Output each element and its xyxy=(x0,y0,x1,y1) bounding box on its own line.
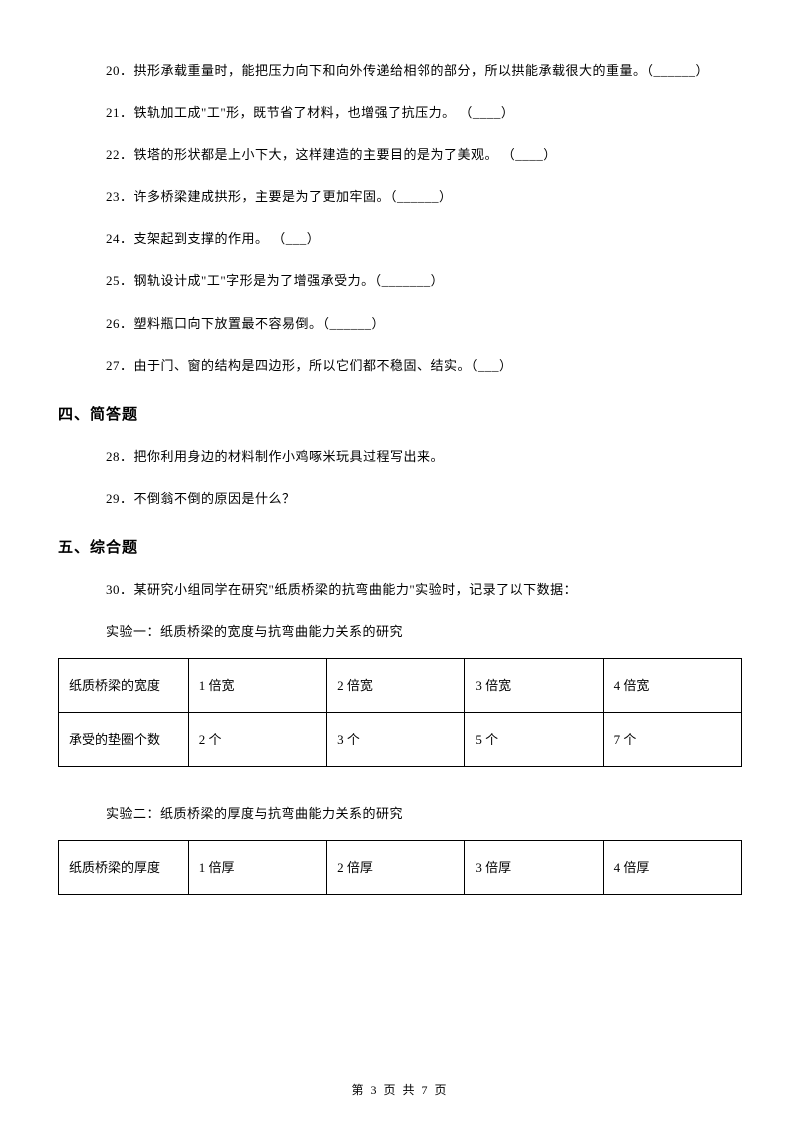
table-cell: 4 倍宽 xyxy=(603,659,741,713)
q-num: 29 xyxy=(106,491,120,506)
question-22: 22．铁塔的形状都是上小下大，这样建造的主要目的是为了美观。 （____） xyxy=(58,144,742,166)
q-num: 20 xyxy=(106,63,120,78)
table-row: 承受的垫圈个数 2 个 3 个 5 个 7 个 xyxy=(59,713,742,767)
table-cell: 3 倍厚 xyxy=(465,841,603,895)
q-text: 铁轨加工成"工"形，既节省了材料，也增强了抗压力。 （____） xyxy=(134,105,515,120)
table-row: 纸质桥梁的宽度 1 倍宽 2 倍宽 3 倍宽 4 倍宽 xyxy=(59,659,742,713)
q-num: 27 xyxy=(106,358,120,373)
question-24: 24．支架起到支撑的作用。 （___） xyxy=(58,228,742,250)
table-cell: 5 个 xyxy=(465,713,603,767)
q-num: 28 xyxy=(106,449,120,464)
q-num: 30 xyxy=(106,582,120,597)
q-text: 许多桥梁建成拱形，主要是为了更加牢固。（______） xyxy=(134,189,453,204)
question-20: 20．拱形承载重量时，能把压力向下和向外传递给相邻的部分，所以拱能承载很大的重量… xyxy=(58,60,742,82)
table-cell: 7 个 xyxy=(603,713,741,767)
table-cell: 1 倍宽 xyxy=(188,659,326,713)
table-cell: 4 倍厚 xyxy=(603,841,741,895)
table-cell: 3 倍宽 xyxy=(465,659,603,713)
question-26: 26．塑料瓶口向下放置最不容易倒。（______） xyxy=(58,313,742,335)
q-text: 把你利用身边的材料制作小鸡啄米玩具过程写出来。 xyxy=(134,449,445,464)
table-cell: 纸质桥梁的宽度 xyxy=(59,659,189,713)
q-text: 塑料瓶口向下放置最不容易倒。（______） xyxy=(134,316,386,331)
q-num: 26 xyxy=(106,316,120,331)
q-text: 铁塔的形状都是上小下大，这样建造的主要目的是为了美观。 （____） xyxy=(134,147,557,162)
experiment-2-label: 实验二：纸质桥梁的厚度与抗弯曲能力关系的研究 xyxy=(58,803,742,822)
table-cell: 承受的垫圈个数 xyxy=(59,713,189,767)
table-cell: 2 倍宽 xyxy=(327,659,465,713)
footer-suffix: 页 xyxy=(430,1083,449,1097)
section-4-header: 四、简答题 xyxy=(58,403,742,424)
table-cell: 2 个 xyxy=(188,713,326,767)
q-text: 不倒翁不倒的原因是什么？ xyxy=(134,491,296,506)
experiment-1-table: 纸质桥梁的宽度 1 倍宽 2 倍宽 3 倍宽 4 倍宽 承受的垫圈个数 2 个 … xyxy=(58,658,742,767)
question-28: 28．把你利用身边的材料制作小鸡啄米玩具过程写出来。 xyxy=(58,446,742,468)
section-5-header: 五、综合题 xyxy=(58,536,742,557)
page-footer: 第 3 页 共 7 页 xyxy=(0,1081,800,1098)
experiment-1-label: 实验一：纸质桥梁的宽度与抗弯曲能力关系的研究 xyxy=(58,621,742,640)
q-text: 某研究小组同学在研究"纸质桥梁的抗弯曲能力"实验时，记录了以下数据： xyxy=(134,582,578,597)
q-text: 支架起到支撑的作用。 （___） xyxy=(134,231,321,246)
q-num: 25 xyxy=(106,273,120,288)
q-text: 钢轨设计成"工"字形是为了增强承受力。（_______） xyxy=(134,273,445,288)
question-29: 29．不倒翁不倒的原因是什么？ xyxy=(58,488,742,510)
question-27: 27．由于门、窗的结构是四边形，所以它们都不稳固、结实。（___） xyxy=(58,355,742,377)
table-cell: 3 个 xyxy=(327,713,465,767)
table-cell: 1 倍厚 xyxy=(188,841,326,895)
q-num: 22 xyxy=(106,147,120,162)
q-text: 由于门、窗的结构是四边形，所以它们都不稳固、结实。（___） xyxy=(134,358,513,373)
question-30: 30．某研究小组同学在研究"纸质桥梁的抗弯曲能力"实验时，记录了以下数据： xyxy=(58,579,742,601)
footer-prefix: 第 xyxy=(351,1083,370,1097)
table-row: 纸质桥梁的厚度 1 倍厚 2 倍厚 3 倍厚 4 倍厚 xyxy=(59,841,742,895)
footer-total: 7 xyxy=(422,1083,430,1097)
q-num: 21 xyxy=(106,105,120,120)
q-num: 24 xyxy=(106,231,120,246)
question-21: 21．铁轨加工成"工"形，既节省了材料，也增强了抗压力。 （____） xyxy=(58,102,742,124)
question-23: 23．许多桥梁建成拱形，主要是为了更加牢固。（______） xyxy=(58,186,742,208)
q-num: 23 xyxy=(106,189,120,204)
table-cell: 2 倍厚 xyxy=(327,841,465,895)
experiment-2-table: 纸质桥梁的厚度 1 倍厚 2 倍厚 3 倍厚 4 倍厚 xyxy=(58,840,742,895)
footer-mid: 页 共 xyxy=(378,1083,421,1097)
question-25: 25．钢轨设计成"工"字形是为了增强承受力。（_______） xyxy=(58,270,742,292)
table-cell: 纸质桥梁的厚度 xyxy=(59,841,189,895)
q-text: 拱形承载重量时，能把压力向下和向外传递给相邻的部分，所以拱能承载很大的重量。（_… xyxy=(134,63,710,78)
